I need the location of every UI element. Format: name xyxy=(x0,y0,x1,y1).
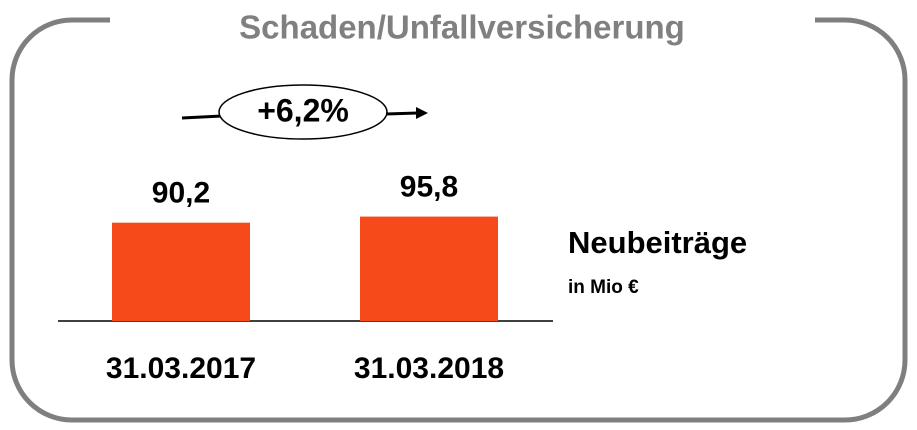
arrow-line xyxy=(385,111,419,116)
measure-label: Neubeiträge xyxy=(568,225,747,260)
annotation-ellipse xyxy=(218,84,388,140)
x-tick-label: 31.03.2018 xyxy=(354,352,504,385)
annotation: +6,2% xyxy=(257,92,349,128)
title-background xyxy=(110,5,815,45)
chart-title: Schaden/Unfallversicherung xyxy=(239,9,685,46)
value-label: 90,2 xyxy=(152,177,210,210)
value-label: 95,8 xyxy=(400,170,458,203)
x-tick-label: 31.03.2017 xyxy=(106,352,256,385)
arrow-head xyxy=(416,107,428,119)
bar xyxy=(360,216,498,321)
unit-label: in Mio € xyxy=(568,277,639,298)
bar xyxy=(112,222,250,321)
arrow-tail xyxy=(181,114,223,120)
